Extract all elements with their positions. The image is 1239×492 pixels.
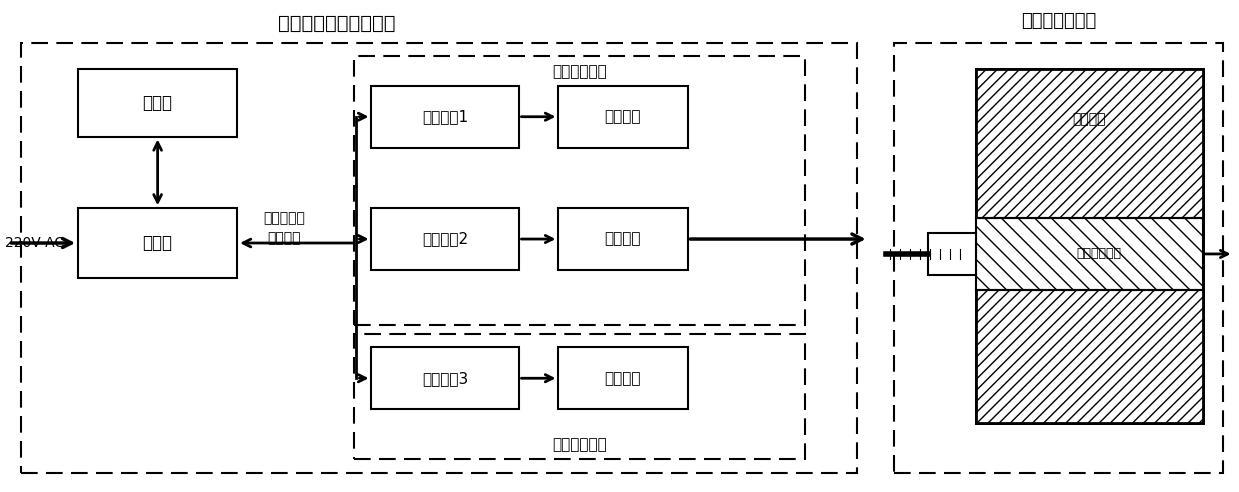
Bar [21, 43, 856, 473]
Bar [78, 208, 237, 278]
Bar [78, 69, 237, 137]
Bar [976, 218, 1203, 290]
Bar [559, 208, 688, 270]
Text: 插杆运动平台: 插杆运动平台 [551, 64, 607, 80]
Bar [353, 56, 805, 325]
Text: 同步、异步
控制波形: 同步、异步 控制波形 [263, 212, 305, 245]
Bar [559, 86, 688, 148]
Text: 电机驱动1: 电机驱动1 [422, 109, 468, 124]
Text: 电机驱动3: 电机驱动3 [421, 371, 468, 386]
Text: 电机驱动2: 电机驱动2 [422, 232, 468, 246]
Text: 直流电机: 直流电机 [605, 109, 642, 124]
Text: 肺部运动插杆: 肺部运动插杆 [1077, 247, 1121, 260]
Bar [372, 347, 519, 409]
Text: 上位机: 上位机 [142, 94, 172, 112]
Bar [372, 208, 519, 270]
Bar [559, 347, 688, 409]
Text: 控制箱: 控制箱 [142, 234, 172, 252]
Text: 等效组织: 等效组织 [1073, 112, 1106, 126]
Bar [928, 233, 976, 275]
Text: 胸壁运动平台: 胸壁运动平台 [551, 437, 607, 452]
Bar [353, 334, 805, 459]
Bar [976, 69, 1203, 423]
Bar [372, 86, 519, 148]
Bar [895, 43, 1223, 473]
Text: 220V AC: 220V AC [5, 236, 64, 250]
Text: 直流电机: 直流电机 [605, 371, 642, 386]
Text: 成人胸腹部模体: 成人胸腹部模体 [1021, 12, 1097, 31]
Text: 模拟呼吸运动测控系统: 模拟呼吸运动测控系统 [278, 14, 395, 33]
Text: 直流电机: 直流电机 [605, 232, 642, 246]
Bar [976, 69, 1203, 423]
